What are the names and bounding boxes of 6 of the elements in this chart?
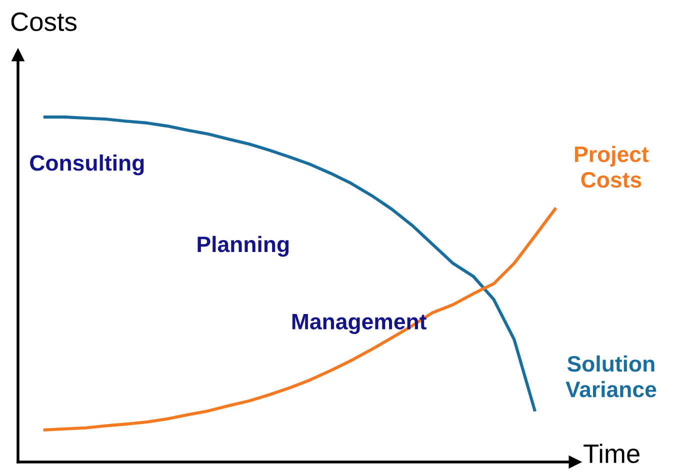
annotation: Planning <box>198 236 289 257</box>
annotation: Consulting <box>30 154 144 176</box>
y-axis-title: Costs <box>11 12 76 32</box>
x-axis-title: Time <box>584 444 640 464</box>
series-label: Project Costs <box>575 146 649 188</box>
series-label: Solution Variance <box>566 355 656 398</box>
